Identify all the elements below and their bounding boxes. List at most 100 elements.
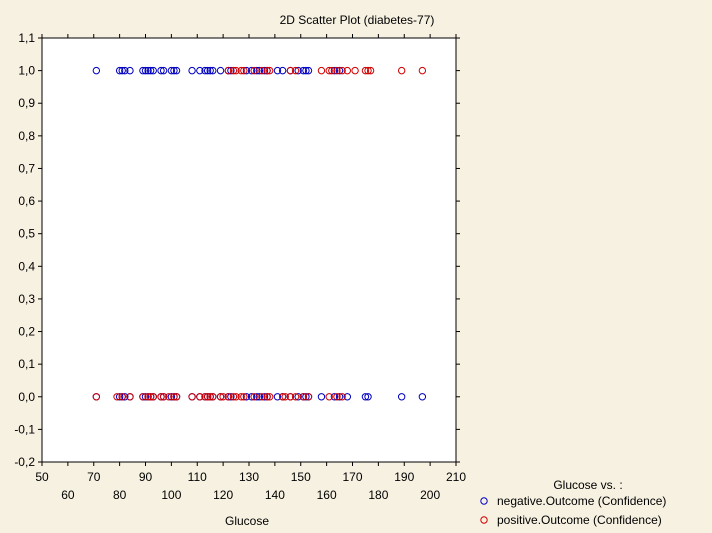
data-point: [229, 393, 238, 401]
data-point: [167, 393, 176, 401]
data-point: [121, 66, 129, 75]
data-point: [149, 66, 157, 75]
data-point: [149, 393, 157, 401]
data-point: [286, 393, 295, 401]
x-tick-label: 90: [139, 470, 153, 484]
data-point: [266, 393, 274, 401]
x-tick-label: 140: [265, 488, 285, 502]
data-point: [165, 393, 173, 401]
data-point: [201, 66, 209, 75]
data-point: [144, 393, 152, 401]
x-tick-label: 50: [35, 470, 49, 484]
chart-title: 2D Scatter Plot (diabetes-77): [280, 13, 435, 27]
y-tick-label: 0,7: [18, 161, 35, 175]
y-tick-label: 1,0: [18, 64, 35, 78]
data-point: [118, 66, 126, 75]
data-point: [126, 66, 134, 75]
data-point: [172, 66, 181, 75]
data-point: [299, 393, 308, 401]
data-point: [299, 66, 308, 75]
data-point: [266, 66, 274, 75]
data-point: [247, 66, 256, 75]
data-point: [115, 66, 124, 75]
data-point: [196, 393, 204, 401]
data-point: [330, 393, 339, 401]
y-tick-label: 1,1: [18, 31, 35, 45]
data-point: [170, 393, 178, 401]
data-point: [338, 393, 346, 401]
data-point: [227, 66, 235, 75]
x-tick-label: 160: [317, 488, 337, 502]
data-point: [209, 393, 217, 401]
data-point: [224, 66, 233, 75]
data-point: [242, 393, 251, 401]
legend-label-negative: negative.Outcome (Confidence): [497, 494, 666, 508]
data-point: [115, 393, 124, 401]
data-point: [258, 66, 266, 75]
data-point: [335, 393, 344, 401]
x-tick-label: 200: [420, 488, 440, 502]
data-point: [219, 393, 227, 401]
data-point: [294, 393, 302, 401]
legend-marker-positive: [480, 516, 488, 524]
data-point: [418, 66, 427, 75]
data-point: [343, 66, 352, 75]
x-tick-label: 190: [394, 470, 414, 484]
y-tick-label: 0,9: [18, 96, 35, 110]
y-tick-label: -0,2: [14, 455, 35, 469]
y-tick-label: 0,3: [18, 292, 35, 306]
data-point: [366, 66, 375, 75]
x-tick-label: 80: [113, 488, 127, 502]
y-tick-label: 0,6: [18, 194, 35, 208]
data-point: [203, 66, 212, 75]
data-point: [170, 66, 178, 75]
data-point: [260, 393, 269, 401]
data-point: [317, 66, 326, 75]
plot-area: [41, 37, 457, 463]
data-point: [92, 66, 101, 75]
data-point: [325, 393, 333, 401]
data-point: [216, 393, 225, 401]
data-point: [203, 393, 212, 401]
x-tick-label: 180: [368, 488, 388, 502]
data-point: [188, 66, 196, 75]
y-tick-label: 0,8: [18, 129, 35, 143]
data-point: [139, 66, 147, 75]
data-point: [172, 393, 181, 401]
legend-item-positive: positive.Outcome (Confidence): [480, 513, 662, 527]
data-point: [224, 393, 233, 401]
data-point: [317, 393, 326, 401]
legend-item-negative: negative.Outcome (Confidence): [480, 494, 666, 508]
legend-title: Glucose vs. :: [553, 478, 622, 492]
data-point: [92, 393, 101, 401]
data-point: [242, 66, 251, 75]
data-point: [361, 393, 370, 401]
data-point: [118, 393, 126, 401]
data-point: [253, 66, 261, 75]
data-point: [126, 393, 134, 401]
data-point: [144, 66, 152, 75]
data-point: [273, 393, 282, 401]
data-point: [139, 393, 147, 401]
data-point: [302, 393, 310, 401]
data-point: [361, 66, 370, 75]
data-point: [232, 66, 240, 75]
data-point: [159, 393, 168, 401]
data-point: [364, 393, 372, 401]
data-point: [237, 393, 245, 401]
y-tick-label: 0,2: [18, 325, 35, 339]
data-point: [201, 393, 209, 401]
data-point: [209, 66, 217, 75]
data-point: [206, 393, 214, 401]
data-point: [232, 393, 240, 401]
data-point: [263, 66, 271, 75]
legend: Glucose vs. : negative.Outcome (Confiden…: [480, 478, 666, 527]
y-tick-label: 0,4: [18, 259, 35, 273]
data-point: [335, 66, 344, 75]
x-tick-label: 130: [239, 470, 259, 484]
series-positive: [92, 66, 427, 401]
data-point: [351, 66, 359, 75]
x-axis: 50 70 90 110 130 150 170 190 210 60 80 100 120 140 160…: [35, 34, 466, 502]
data-point: [397, 66, 406, 75]
